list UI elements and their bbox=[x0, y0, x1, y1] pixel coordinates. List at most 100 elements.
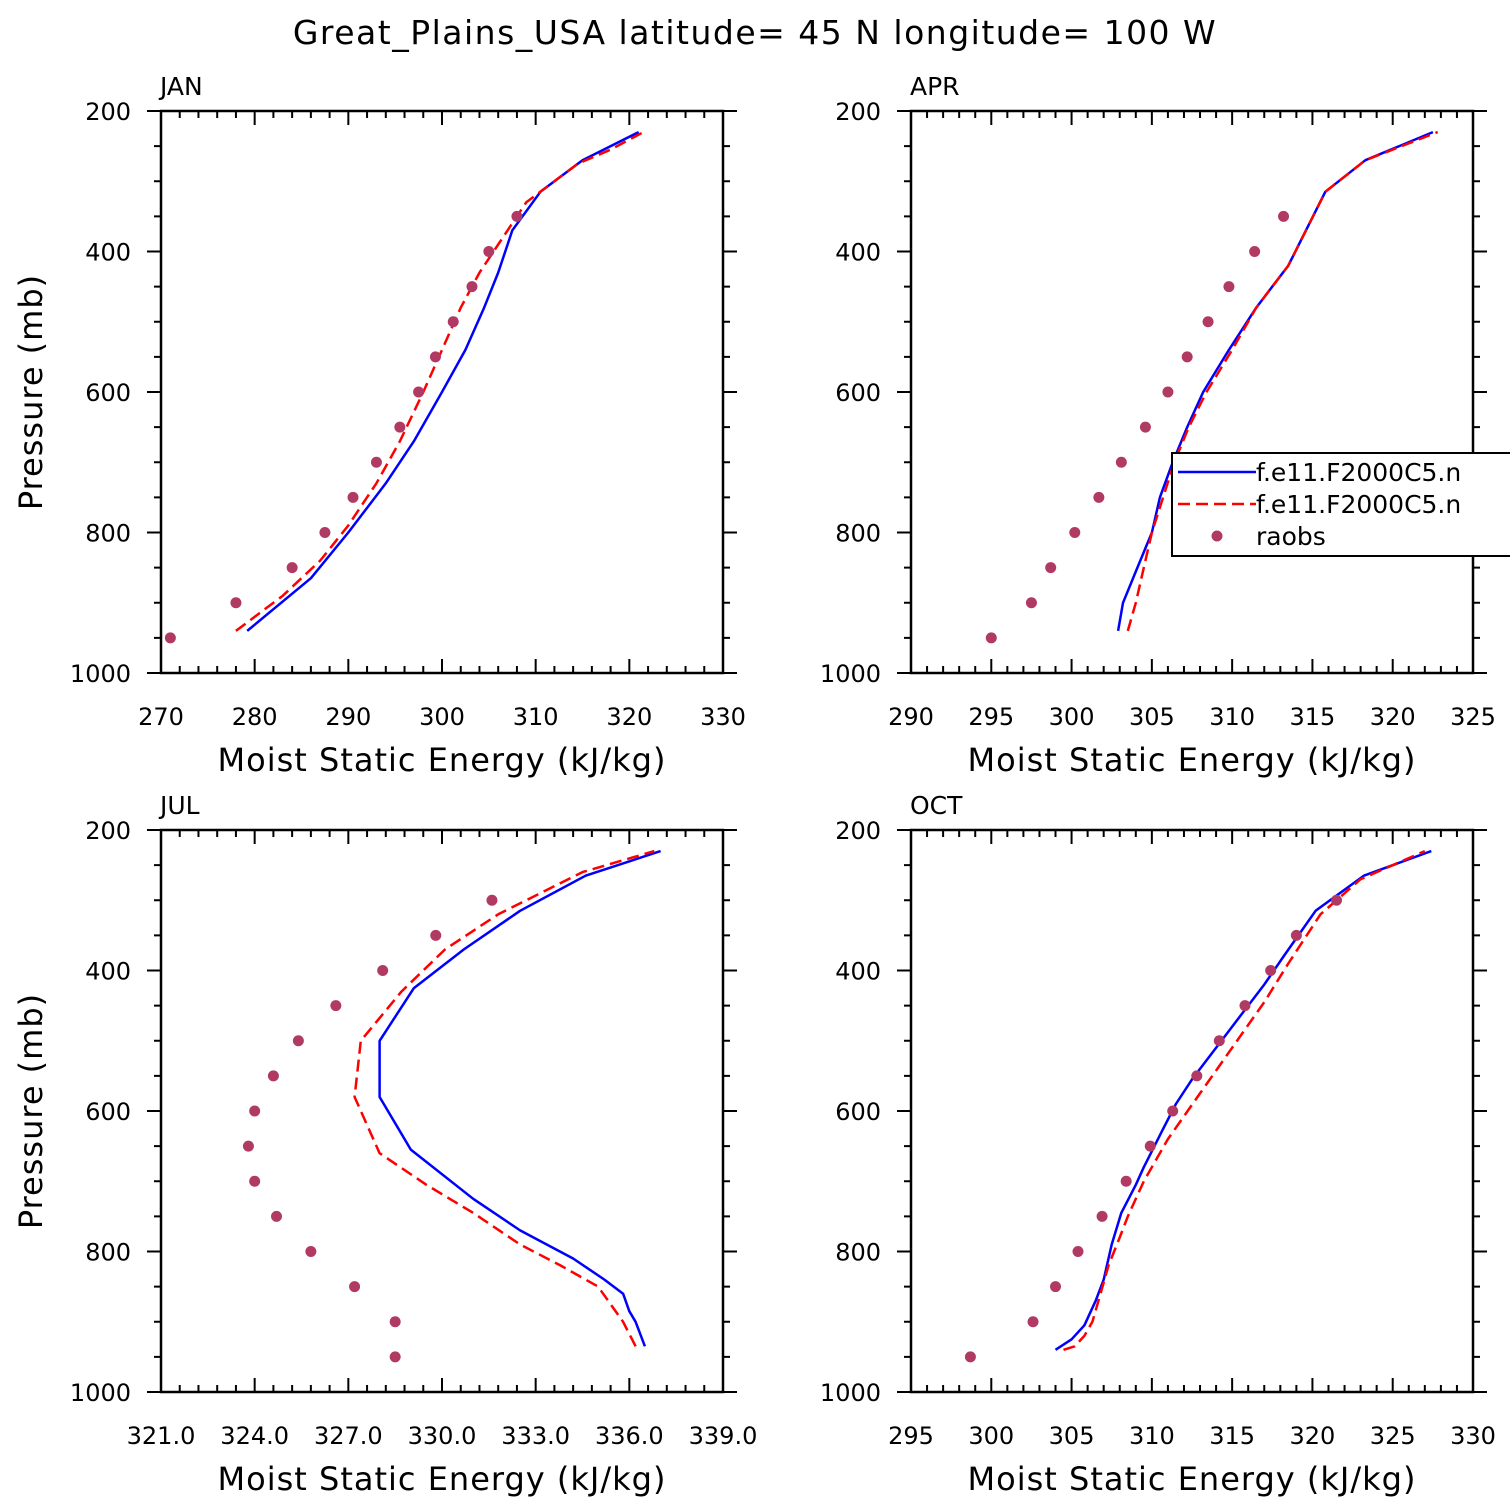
panel-jan: 270 280 290 300 310 320 330 200 400 600 800 1000 JAN… bbox=[12, 72, 746, 779]
x-tick-label: 327.0 bbox=[314, 1422, 383, 1450]
x-tick-label: 300 bbox=[968, 1422, 1014, 1450]
y-axis-label: Pressure (mb) bbox=[12, 993, 50, 1229]
raobs-point bbox=[286, 562, 298, 574]
x-axis-label: Moist Static Energy (kJ/kg) bbox=[218, 741, 667, 779]
raobs-point bbox=[964, 1351, 976, 1363]
x-tick-label: 295 bbox=[968, 703, 1014, 731]
raobs-point bbox=[164, 632, 176, 644]
y-tick-label: 1000 bbox=[70, 660, 131, 688]
raobs-point bbox=[1181, 351, 1193, 363]
y-tick-label: 200 bbox=[85, 817, 131, 845]
x-tick-label: 320 bbox=[606, 703, 652, 731]
raobs-point bbox=[347, 491, 359, 503]
y-tick-label: 1000 bbox=[70, 1379, 131, 1407]
raobs-point bbox=[330, 1000, 342, 1012]
raobs-point bbox=[511, 210, 523, 222]
y-tick-label: 200 bbox=[85, 98, 131, 126]
raobs-point bbox=[483, 246, 495, 257]
x-tick-label: 320 bbox=[1290, 1422, 1336, 1450]
y-tick-label: 400 bbox=[835, 958, 881, 986]
y-tick-label: 800 bbox=[835, 1239, 881, 1267]
raobs-point bbox=[1290, 929, 1302, 941]
series-line-solid bbox=[1054, 849, 1432, 1351]
x-tick-label: 310 bbox=[1129, 1422, 1175, 1450]
x-tick-label: 315 bbox=[1209, 1422, 1255, 1450]
series-line-dashed bbox=[1063, 849, 1426, 1351]
raobs-point bbox=[319, 527, 331, 538]
raobs-point bbox=[1265, 965, 1277, 976]
x-tick-label: 330.0 bbox=[408, 1422, 477, 1450]
x-tick-label: 330 bbox=[700, 703, 746, 731]
legend-swatch-dot bbox=[1211, 530, 1223, 542]
raobs-point bbox=[1045, 562, 1057, 574]
raobs-point bbox=[486, 894, 498, 906]
raobs-point bbox=[1278, 210, 1290, 222]
panel-label: APR bbox=[910, 72, 960, 101]
series-line-dashed bbox=[1126, 130, 1439, 632]
raobs-point bbox=[249, 1175, 261, 1187]
raobs-point bbox=[1144, 1140, 1156, 1152]
raobs-point bbox=[267, 1070, 279, 1082]
x-tick-label: 295 bbox=[888, 1422, 934, 1450]
raobs-point bbox=[429, 351, 441, 363]
raobs-point bbox=[985, 632, 997, 644]
y-tick-label: 600 bbox=[835, 379, 881, 407]
raobs-point bbox=[1096, 1210, 1108, 1222]
series-group bbox=[242, 849, 661, 1363]
plot-frame bbox=[159, 828, 725, 1394]
raobs-point bbox=[271, 1210, 283, 1222]
raobs-point bbox=[1162, 386, 1174, 398]
x-tick-label: 270 bbox=[138, 703, 184, 731]
raobs-point bbox=[370, 456, 382, 468]
raobs-point bbox=[1167, 1105, 1179, 1117]
y-tick-label: 800 bbox=[85, 1239, 131, 1267]
x-tick-label: 305 bbox=[1129, 703, 1175, 731]
series-group bbox=[964, 849, 1432, 1363]
raobs-point bbox=[430, 929, 442, 941]
x-tick-label: 310 bbox=[1209, 703, 1255, 731]
y-tick-label: 400 bbox=[85, 239, 131, 267]
y-tick-label: 600 bbox=[835, 1098, 881, 1126]
legend-label: f.e11.F2000C5.n bbox=[1256, 490, 1461, 519]
raobs-point bbox=[1072, 1246, 1084, 1257]
raobs-point bbox=[1249, 246, 1261, 257]
raobs-point bbox=[1115, 456, 1127, 468]
x-tick-label: 325 bbox=[1370, 1422, 1416, 1450]
x-tick-label: 290 bbox=[888, 703, 934, 731]
raobs-point bbox=[1050, 1281, 1062, 1293]
raobs-point bbox=[1239, 1000, 1251, 1012]
panel-label: JAN bbox=[158, 72, 203, 101]
x-axis-label: Moist Static Energy (kJ/kg) bbox=[968, 1460, 1417, 1498]
panel-label: OCT bbox=[910, 791, 963, 820]
panel-oct: 295 300 305 310 315 320 325 330 200 400 600 800 1000… bbox=[820, 791, 1496, 1498]
y-tick-label: 400 bbox=[835, 239, 881, 267]
figure-title: Great_Plains_USA latitude= 45 N longitud… bbox=[293, 13, 1217, 52]
raobs-point bbox=[389, 1316, 401, 1328]
raobs-point bbox=[230, 597, 242, 609]
x-tick-label: 330 bbox=[1450, 1422, 1496, 1450]
raobs-point bbox=[394, 421, 406, 433]
raobs-point bbox=[1331, 894, 1343, 906]
legend-label: raobs bbox=[1256, 522, 1326, 551]
y-tick-label: 1000 bbox=[820, 1379, 881, 1407]
plot-frame bbox=[909, 109, 1475, 675]
series-line-solid bbox=[378, 849, 661, 1347]
x-tick-label: 315 bbox=[1290, 703, 1336, 731]
y-tick-label: 200 bbox=[835, 98, 881, 126]
raobs-point bbox=[466, 281, 478, 293]
y-tick-label: 400 bbox=[85, 958, 131, 986]
x-tick-label: 336.0 bbox=[595, 1422, 664, 1450]
x-tick-label: 300 bbox=[419, 703, 465, 731]
raobs-point bbox=[242, 1140, 254, 1152]
raobs-point bbox=[377, 965, 389, 976]
x-tick-label: 305 bbox=[1049, 1422, 1095, 1450]
panel-apr: 290 295 300 305 310 315 320 325 200 400 600 800 1000… bbox=[820, 72, 1496, 779]
y-tick-label: 600 bbox=[85, 379, 131, 407]
plot-frame bbox=[909, 828, 1475, 1394]
panels: 270 280 290 300 310 320 330 200 400 600 800 1000 JAN… bbox=[12, 72, 1510, 1498]
panel-jul: 321.0 324.0 327.0 330.0 333.0 336.0 339.0 200 40… bbox=[12, 791, 757, 1498]
legend: f.e11.F2000C5.n f.e11.F2000C5.n raobs bbox=[1171, 452, 1510, 557]
x-axis-label: Moist Static Energy (kJ/kg) bbox=[218, 1460, 667, 1498]
y-tick-label: 200 bbox=[835, 817, 881, 845]
